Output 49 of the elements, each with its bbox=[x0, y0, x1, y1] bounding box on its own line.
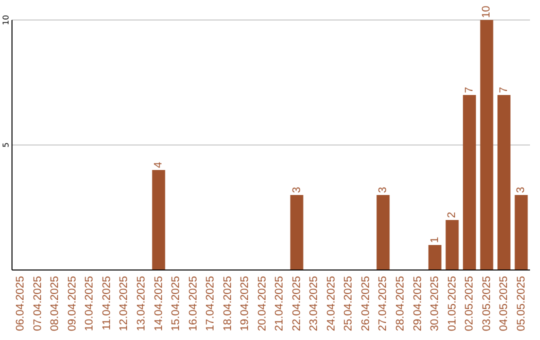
x-tick-label: 25.04.2025 bbox=[342, 276, 355, 332]
x-tick-label: 15.04.2025 bbox=[170, 276, 182, 332]
x-tick-label: 07.04.2025 bbox=[32, 276, 44, 332]
x-tick-label: 30.04.2025 bbox=[429, 276, 442, 332]
x-tick-label: 29.04.2025 bbox=[412, 276, 424, 332]
x-tick-label: 06.04.2025 bbox=[14, 276, 27, 332]
data-label: 4 bbox=[152, 162, 165, 168]
x-tick-label: 19.04.2025 bbox=[239, 276, 252, 332]
x-tick-label: 13.04.2025 bbox=[136, 276, 148, 332]
data-label: 7 bbox=[498, 86, 510, 93]
data-label: 1 bbox=[428, 236, 441, 243]
bar bbox=[428, 245, 442, 270]
x-tick-label: 03.05.2025 bbox=[480, 276, 493, 332]
x-tick-label: 05.05.2025 bbox=[515, 276, 528, 332]
x-tick-label: 20.04.2025 bbox=[256, 276, 268, 332]
x-tick-label: 11.04.2025 bbox=[100, 276, 113, 330]
y-tick-label: 5 bbox=[2, 142, 10, 148]
data-label: 2 bbox=[446, 212, 458, 218]
bar bbox=[290, 195, 304, 270]
data-label: 10 bbox=[480, 6, 493, 18]
x-tick-label: 09.04.2025 bbox=[66, 276, 78, 332]
x-tick-label: 04.05.2025 bbox=[498, 276, 510, 332]
x-tick-label: 12.04.2025 bbox=[118, 276, 130, 332]
bar bbox=[376, 195, 390, 270]
x-tick-label: 22.04.2025 bbox=[290, 276, 303, 332]
bar bbox=[497, 95, 510, 270]
x-tick-label: 23.04.2025 bbox=[308, 276, 320, 332]
bar bbox=[480, 20, 494, 270]
bar bbox=[462, 95, 476, 270]
data-label: 7 bbox=[463, 86, 476, 93]
x-tick-label: 02.05.2025 bbox=[464, 276, 476, 332]
data-label: 3 bbox=[290, 186, 303, 193]
x-tick-label: 18.04.2025 bbox=[222, 276, 234, 332]
x-tick-label: 26.04.2025 bbox=[360, 276, 372, 332]
x-tick-label: 24.04.2025 bbox=[325, 276, 338, 332]
data-label: 3 bbox=[377, 186, 390, 193]
bar bbox=[514, 195, 528, 270]
bar bbox=[152, 170, 166, 270]
x-tick-label: 14.04.2025 bbox=[152, 276, 165, 332]
x-tick-label: 08.04.2025 bbox=[49, 276, 62, 332]
x-tick-label: 10.04.2025 bbox=[84, 276, 96, 332]
data-label: 3 bbox=[515, 186, 528, 193]
x-tick-label: 16.04.2025 bbox=[187, 276, 200, 332]
x-tick-label: 01.05.2025 bbox=[446, 276, 458, 332]
x-tick-label: 28.04.2025 bbox=[394, 276, 406, 332]
x-tick-label: 27.04.2025 bbox=[377, 276, 390, 332]
x-tick-label: 17.04.2025 bbox=[204, 276, 217, 332]
bar bbox=[446, 220, 459, 270]
x-tick-label: 21.04.2025 bbox=[274, 276, 286, 332]
